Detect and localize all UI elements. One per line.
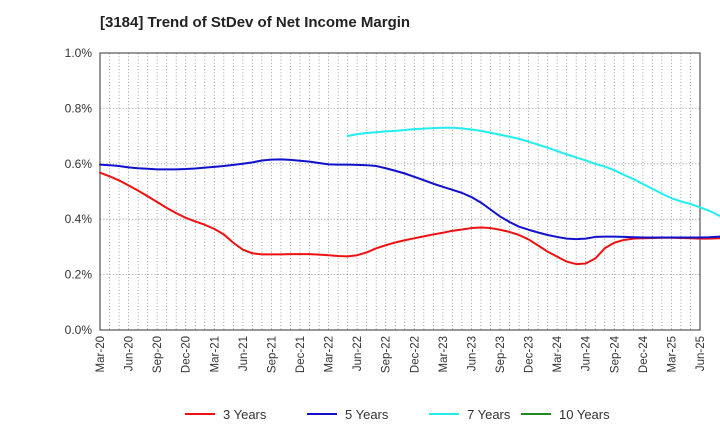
x-tick-label: Jun-22 [352, 336, 364, 371]
grid-lines [99, 52, 701, 331]
series-line-5-years [99, 158, 720, 241]
legend-label: 3 Years [223, 407, 267, 422]
y-tick-label: 0.2% [65, 268, 93, 282]
x-tick-label: Mar-21 [209, 336, 221, 372]
series-line-7-years [346, 126, 720, 218]
x-tick-label: Jun-24 [581, 335, 593, 371]
legend: 3 Years 5 Years 7 Years 10 Years [185, 407, 610, 422]
plot-area [99, 52, 701, 331]
y-tick-label: 0.4% [65, 212, 93, 226]
y-tick-label: 1.0% [65, 46, 93, 60]
legend-label: 7 Years [467, 407, 511, 422]
legend-label: 10 Years [559, 407, 610, 422]
plot-border [99, 52, 701, 331]
x-tick-label: Sep-21 [266, 336, 278, 373]
x-tick-label: Jun-21 [238, 336, 250, 371]
y-axis: 0.0% 0.2% 0.4% 0.6% 0.8% 1.0% [65, 46, 93, 337]
x-tick-label: Dec-23 [524, 336, 536, 373]
x-tick-label: Mar-23 [438, 336, 450, 372]
x-tick-label: Dec-24 [638, 335, 650, 373]
x-tick-label: Mar-25 [666, 336, 678, 372]
series-lines [99, 126, 720, 266]
x-tick-label: Dec-21 [295, 336, 307, 373]
x-tick-label: Sep-24 [609, 335, 621, 373]
x-axis: Mar-20 Jun-20 Sep-20 Dec-20 Mar-21 Jun-21 Sep-… [95, 335, 707, 373]
x-tick-label: Mar-24 [552, 335, 564, 372]
chart-title: [3184] Trend of StDev of Net Income Marg… [100, 14, 411, 31]
y-tick-label: 0.6% [65, 157, 93, 171]
x-tick-label: Jun-25 [695, 336, 707, 371]
series-line-3-years [99, 171, 720, 266]
x-tick-label: Mar-20 [95, 336, 107, 372]
x-tick-label: Dec-22 [409, 336, 421, 373]
y-tick-label: 0.8% [65, 101, 93, 115]
legend-label: 5 Years [345, 407, 389, 422]
x-tick-label: Jun-20 [124, 336, 136, 371]
x-tick-label: Sep-20 [152, 336, 164, 373]
y-tick-label: 0.0% [65, 323, 93, 337]
x-tick-label: Sep-22 [381, 336, 393, 373]
x-tick-label: Sep-23 [495, 336, 507, 373]
x-tick-label: Mar-22 [324, 336, 336, 372]
x-tick-label: Jun-23 [466, 336, 478, 371]
x-tick-label: Dec-20 [181, 336, 193, 373]
